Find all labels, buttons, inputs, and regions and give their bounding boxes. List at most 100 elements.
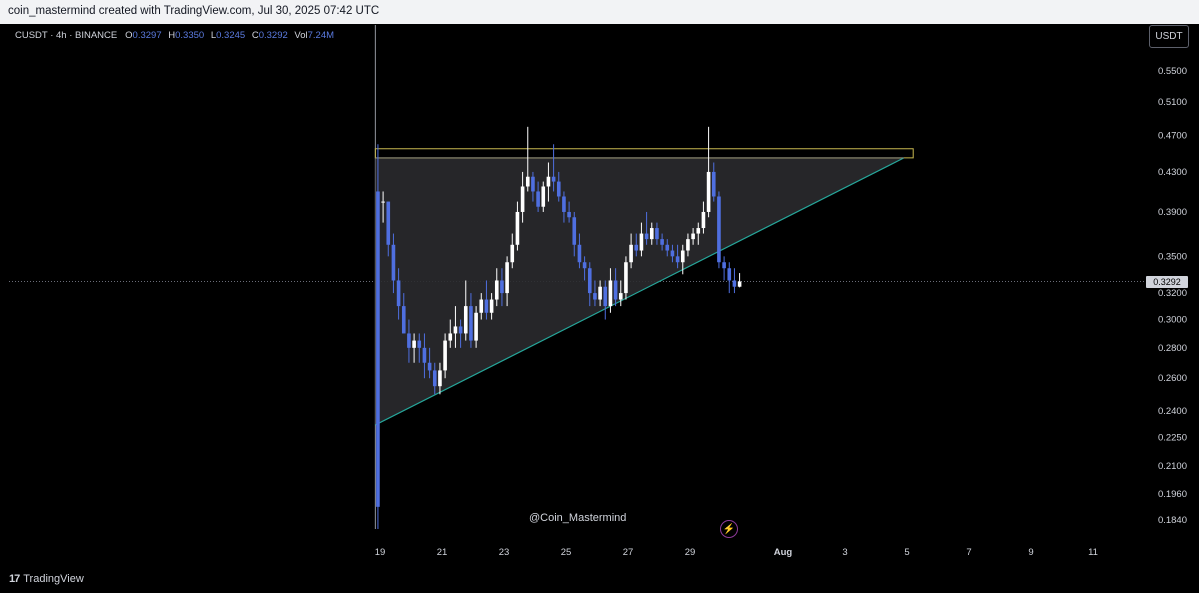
currency-button[interactable]: USDT [1149, 25, 1189, 48]
header-bar: coin_mastermind created with TradingView… [0, 0, 1199, 24]
x-axis-label: 9 [1028, 547, 1033, 558]
high-label: H [168, 30, 176, 41]
candle-body [546, 176, 551, 187]
lightning-icon[interactable]: ⚡ [720, 520, 738, 538]
candle-body [691, 233, 695, 240]
candle-body [686, 239, 690, 251]
candle-body [598, 286, 602, 300]
candle-body [505, 262, 509, 294]
symbol-info: CUSDT · 4h · BINANCE O0.3297 H0.3350 L0.… [15, 30, 338, 41]
low-label: L [210, 30, 217, 41]
y-axis-label: 0.5500 [1158, 66, 1187, 77]
candle-body [701, 211, 706, 229]
candle-body [432, 370, 437, 387]
candle-body [386, 201, 391, 245]
candle-body [376, 191, 380, 507]
candle-body [412, 340, 416, 348]
candle-body [417, 340, 422, 348]
y-axis-label: 0.2100 [1158, 461, 1187, 472]
volume-value: 7.24M [307, 30, 335, 41]
candle-body [567, 211, 571, 218]
current-price-tag: 0.3292 [1146, 276, 1188, 288]
y-axis-label: 0.3200 [1158, 288, 1187, 299]
open-label: O [125, 30, 133, 41]
candle-body [639, 233, 644, 251]
candle-body [422, 347, 427, 363]
candle-body [582, 262, 587, 269]
candle-body [479, 299, 484, 313]
header-text: coin_mastermind created with TradingView… [8, 5, 380, 17]
candle-body [587, 268, 592, 294]
candle-body [438, 370, 442, 387]
candle-body [644, 233, 649, 240]
y-axis-label: 0.3900 [1158, 207, 1187, 218]
x-axis-label: 21 [437, 547, 448, 558]
candle-body [448, 333, 453, 341]
author-watermark: @Coin_Mastermind [529, 512, 627, 524]
candle-body [407, 333, 411, 348]
candle-body [572, 217, 577, 245]
candle-body [670, 250, 675, 257]
x-axis-label: 5 [904, 547, 909, 558]
x-axis-label: 7 [966, 547, 971, 558]
candle-body [469, 306, 473, 341]
price-chart[interactable]: 0.5500 0.5100 0.4700 0.4300 0.3900 0.3500 0.32… [9, 25, 1190, 569]
candle-body [541, 186, 546, 207]
candle-body [484, 299, 489, 313]
candle-body [634, 244, 639, 251]
candle-body [494, 280, 499, 300]
x-axis-label: 3 [842, 547, 847, 558]
candle-body [520, 186, 525, 212]
candle-body [510, 244, 515, 263]
candle-body [618, 293, 623, 300]
candle-body [474, 312, 478, 341]
candle-body [381, 201, 385, 203]
close-label: C [251, 30, 259, 41]
candle-body [727, 268, 732, 281]
support-trendline [375, 157, 905, 426]
candle-body [515, 211, 520, 245]
y-axis-label: 0.2250 [1158, 433, 1187, 444]
close-value: 0.3292 [258, 30, 288, 41]
candle-body [717, 196, 721, 263]
candle-body [655, 228, 659, 240]
y-axis-label: 0.2600 [1158, 373, 1187, 384]
x-axis-label: Aug [774, 547, 793, 558]
candle-body [562, 196, 566, 212]
candle-body [556, 181, 561, 197]
y-axis-label: 0.4700 [1158, 130, 1187, 141]
y-axis-label: 0.3000 [1158, 315, 1187, 326]
candle-body [660, 239, 664, 245]
candle-body [680, 250, 685, 263]
candle-body [624, 262, 628, 294]
candle-body [732, 280, 737, 287]
candle-body [711, 171, 716, 197]
y-axis-label: 0.1960 [1158, 489, 1187, 500]
footer-bar [0, 569, 1199, 593]
tradingview-logo[interactable]: 17 TradingView [9, 573, 84, 585]
low-value: 0.3245 [216, 30, 246, 41]
candle-body [629, 244, 633, 263]
candle-body [675, 256, 680, 263]
candle-body [396, 280, 401, 307]
candle-body [500, 280, 504, 294]
candle-body [536, 191, 540, 207]
candle-body [696, 228, 701, 234]
candle-body [401, 306, 406, 334]
candle-body [443, 340, 447, 371]
x-axis-label: 29 [685, 547, 696, 558]
candle-body [458, 326, 463, 334]
candle-body [577, 244, 582, 263]
y-axis-label: 0.5100 [1158, 97, 1187, 108]
x-axis-label: 27 [623, 547, 634, 558]
open-value: 0.3297 [132, 30, 162, 41]
y-axis-label: 0.2400 [1158, 406, 1187, 417]
resistance-zone [374, 148, 914, 159]
candle-body [665, 244, 670, 251]
chart-area[interactable]: 0.5500 0.5100 0.4700 0.4300 0.3900 0.3500 0.32… [9, 25, 1190, 569]
candle-body [603, 286, 608, 307]
candle-body [722, 262, 726, 269]
footer-logo-text: TradingView [23, 573, 84, 585]
candle-body [613, 280, 618, 300]
candle-body [525, 176, 530, 187]
